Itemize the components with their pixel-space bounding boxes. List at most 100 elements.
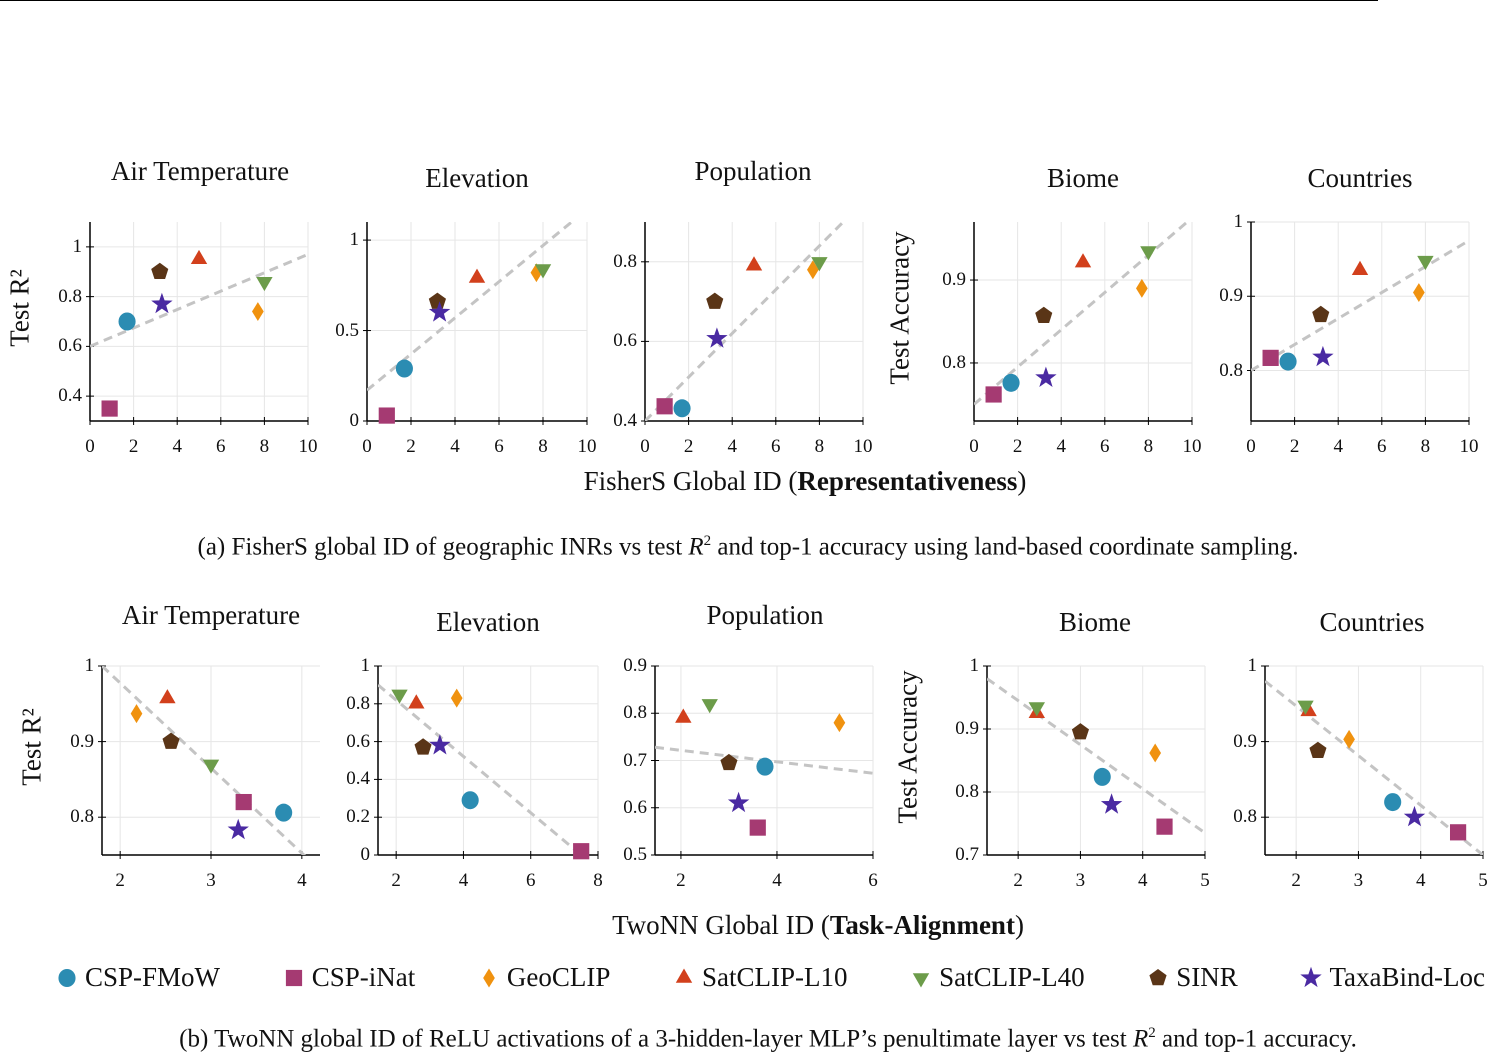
legend-item: CSP-FMoW bbox=[55, 962, 220, 993]
x-tick-label: 6 bbox=[525, 870, 536, 891]
x-tick-label: 8 bbox=[1143, 436, 1154, 457]
x-tick-label: 8 bbox=[538, 436, 548, 457]
y-tick-label: 0.8 bbox=[1219, 359, 1243, 381]
point-satclip-l40 bbox=[391, 689, 408, 704]
x-tick-label: 8 bbox=[593, 870, 603, 891]
y-tick-label: 0.9 bbox=[623, 655, 647, 676]
point-csp-fmow bbox=[1384, 793, 1402, 812]
legend-label: CSP-iNat bbox=[311, 962, 416, 992]
x-tick-label: 2 bbox=[128, 436, 139, 457]
y-tick-label: 0.5 bbox=[623, 844, 647, 865]
legend-label: GeoCLIP bbox=[506, 962, 611, 992]
point-sinr bbox=[1035, 306, 1053, 323]
caption-math: R bbox=[1132, 1025, 1149, 1053]
point-satclip-l10 bbox=[745, 256, 763, 271]
x-tick-label: 2 bbox=[1012, 436, 1023, 457]
point-csp-fmow bbox=[1093, 767, 1111, 786]
point-sinr bbox=[1309, 741, 1327, 758]
point-csp-fmow bbox=[1279, 352, 1297, 371]
x-tick-label: 4 bbox=[297, 870, 307, 891]
subplot-title: Elevation bbox=[436, 607, 540, 637]
x-tick-label: 0 bbox=[85, 436, 95, 457]
subplot-title: Population bbox=[706, 600, 824, 630]
legend-item: TaxaBind-Loc bbox=[1299, 962, 1485, 993]
subplot-5 bbox=[1247, 221, 1470, 425]
legend-item: SINR bbox=[1146, 962, 1238, 993]
subplot-title: Population bbox=[694, 156, 812, 186]
legend: CSP-FMoW CSP-iNat GeoCLIP SatCLIP-L10 SatCLI… bbox=[55, 962, 1485, 993]
x-tick-label: 4 bbox=[1333, 436, 1343, 457]
x-tick-label: 6 bbox=[1377, 436, 1387, 457]
point-satclip-l10 bbox=[190, 249, 208, 264]
top-x-axis-label: FisherS Global ID (Representativeness) bbox=[584, 466, 1027, 497]
point-geoclip bbox=[833, 713, 846, 733]
xlabel-suffix: ) bbox=[1014, 910, 1024, 940]
trend-line bbox=[1251, 239, 1469, 372]
point-sinr bbox=[162, 732, 180, 749]
point-geoclip bbox=[1413, 283, 1425, 302]
subplot-title: Countries bbox=[1319, 607, 1425, 637]
point-csp-fmow bbox=[1002, 373, 1020, 392]
legend-item: GeoCLIP bbox=[477, 962, 611, 993]
y-tick-label: 0.8 bbox=[613, 250, 637, 272]
point-satclip-l10 bbox=[468, 268, 486, 283]
point-geoclip bbox=[252, 302, 264, 321]
caption-b: (b) TwoNN global ID of ReLU activations … bbox=[179, 1025, 1357, 1053]
x-tick-label: 2 bbox=[1291, 870, 1301, 891]
x-tick-label: 10 bbox=[1459, 436, 1479, 457]
y-tick-label: 0 bbox=[360, 844, 371, 865]
subplot-1 bbox=[86, 222, 309, 425]
trend-line bbox=[378, 683, 583, 855]
x-tick-label: 6 bbox=[494, 436, 504, 457]
point-csp-inat bbox=[749, 819, 766, 836]
point-taxabind-loc bbox=[1312, 345, 1334, 367]
x-tick-label: 4 bbox=[172, 436, 182, 457]
point-csp-inat bbox=[573, 843, 590, 860]
y-tick-label: 0.6 bbox=[346, 730, 370, 752]
x-tick-label: 2 bbox=[1289, 436, 1300, 457]
x-tick-label: 0 bbox=[362, 436, 372, 457]
y-tick-label: 0.9 bbox=[1233, 730, 1257, 752]
y-tick-label: 1 bbox=[84, 655, 95, 676]
point-geoclip bbox=[130, 704, 143, 724]
legend-item: SatCLIP-L40 bbox=[909, 962, 1085, 993]
y-tick-label: 0.4 bbox=[613, 410, 637, 431]
legend-label: SatCLIP-L10 bbox=[702, 962, 848, 992]
x-tick-label: 2 bbox=[391, 870, 401, 891]
point-geoclip bbox=[1136, 278, 1148, 298]
y-tick-label: 1 bbox=[1247, 655, 1258, 676]
y-tick-label: 0.9 bbox=[942, 269, 966, 291]
x-tick-label: 10 bbox=[298, 436, 318, 457]
caption-sup: 2 bbox=[703, 533, 712, 549]
point-csp-inat bbox=[1262, 349, 1279, 366]
x-tick-label: 2 bbox=[683, 436, 694, 457]
point-taxabind-loc bbox=[1035, 366, 1057, 387]
y-tick-label: 0.8 bbox=[346, 692, 370, 714]
point-sinr bbox=[1071, 723, 1089, 740]
trend-line bbox=[90, 252, 308, 348]
y-tick-label: 0.9 bbox=[70, 730, 94, 752]
y-tick-label: 0.4 bbox=[58, 385, 82, 407]
y-axis-label: Test R² bbox=[16, 707, 47, 786]
x-tick-label: 3 bbox=[1353, 870, 1364, 891]
subplot-title: Air Temperature bbox=[121, 600, 301, 630]
pentagon-marker-icon bbox=[1149, 968, 1167, 985]
y-tick-label: 1 bbox=[72, 235, 83, 257]
x-tick-label: 4 bbox=[450, 436, 460, 457]
x-tick-label: 3 bbox=[1075, 870, 1086, 891]
subplot-2 bbox=[363, 222, 588, 425]
x-tick-label: 0 bbox=[1246, 436, 1256, 457]
y-tick-label: 0.7 bbox=[955, 844, 979, 865]
subplot-title: Air Temperature bbox=[110, 156, 290, 186]
circle-marker-icon bbox=[58, 968, 76, 987]
xlabel-bold: Representativeness bbox=[797, 466, 1018, 496]
x-tick-label: 5 bbox=[1200, 870, 1210, 891]
point-satclip-l40 bbox=[1417, 255, 1434, 271]
trend-line bbox=[102, 666, 307, 855]
x-tick-label: 5 bbox=[1478, 870, 1488, 891]
point-satclip-l10 bbox=[1074, 253, 1092, 268]
x-tick-label: 10 bbox=[853, 436, 873, 457]
square-marker-icon bbox=[285, 969, 302, 986]
trend-line bbox=[1265, 679, 1483, 855]
subplot-8 bbox=[651, 665, 874, 859]
